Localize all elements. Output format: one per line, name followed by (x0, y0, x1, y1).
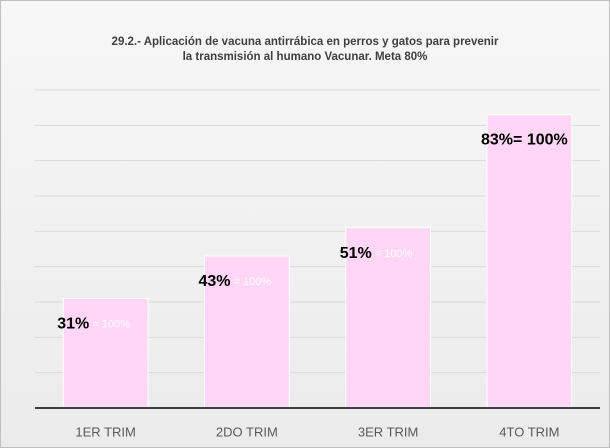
data-label: 43% = 100% (199, 273, 272, 290)
data-label: 51% = 100% (340, 245, 413, 262)
data-label-value: 83% (481, 132, 513, 149)
x-tick-label: 4TO TRIM (499, 424, 559, 439)
data-label-value: 43% (199, 273, 231, 290)
data-label: 83%= 100% (481, 132, 568, 149)
x-tick-label: 2DO TRIM (216, 424, 278, 439)
bar (345, 227, 431, 409)
data-label-value: 51% (340, 245, 372, 262)
data-label-suffix: = 100% (89, 318, 130, 330)
data-label-suffix: = 100% (231, 276, 272, 288)
x-tick-label: 1ER TRIM (75, 424, 135, 439)
chart-title: 29.2.- Aplicación de vacuna antirrábica … (112, 36, 499, 48)
chart-title: la transmisión al humano Vacunar. Meta 8… (183, 51, 428, 63)
data-label-value: 31% (57, 316, 89, 333)
x-tick-label: 3ER TRIM (358, 424, 418, 439)
bar (62, 297, 149, 409)
data-label-suffix: = 100% (513, 132, 568, 149)
data-label-suffix: = 100% (372, 248, 413, 260)
bar (486, 114, 573, 409)
data-label: 31% = 100% (57, 316, 130, 333)
